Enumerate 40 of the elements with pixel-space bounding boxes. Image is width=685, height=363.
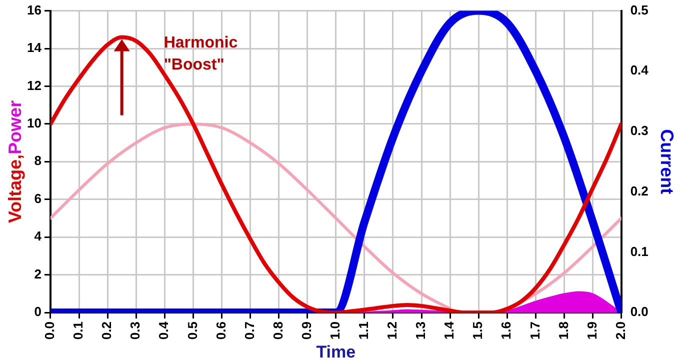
annotation: Harmonic "Boost" bbox=[164, 34, 238, 74]
x-tick-label: 1.7 bbox=[527, 322, 542, 340]
x-tick-label: 0.5 bbox=[184, 322, 200, 340]
y-tick-label: 12 bbox=[26, 78, 42, 93]
x-tick-label: 0.4 bbox=[156, 320, 172, 340]
x-axis-title: Time bbox=[316, 342, 356, 362]
x-tick-label: 0.2 bbox=[99, 322, 114, 340]
y2-axis-title: Current bbox=[657, 129, 678, 194]
y-tick-label: 8 bbox=[34, 153, 42, 168]
x-tick-label: 0.7 bbox=[242, 322, 257, 340]
y2-tick-label: 0.5 bbox=[630, 2, 648, 18]
x-tick-label: 1.8 bbox=[556, 322, 571, 340]
y-tick-label: 2 bbox=[34, 266, 42, 282]
x-tick-label: 0.3 bbox=[128, 322, 143, 340]
x-tick-label: 0.8 bbox=[270, 322, 286, 340]
x-tick-label: 1.1 bbox=[356, 322, 372, 340]
y2-tick-label: 0.2 bbox=[630, 183, 648, 198]
x-tick-label: 1.0 bbox=[327, 322, 342, 340]
x-tick-label: 0.6 bbox=[213, 322, 228, 340]
y2-tick-label: 0.4 bbox=[630, 62, 650, 78]
y2-tick-label: 0.0 bbox=[630, 304, 648, 320]
x-tick-label: 1.2 bbox=[384, 322, 400, 340]
x-tick-label: 1.5 bbox=[470, 322, 486, 340]
x-tick-label: 1.4 bbox=[442, 320, 457, 340]
y-tick-label: 14 bbox=[26, 40, 42, 56]
y-tick-label: 4 bbox=[34, 228, 42, 244]
y-tick-label: 0 bbox=[34, 304, 42, 320]
y2-tick-label: 0.1 bbox=[630, 244, 648, 259]
x-tick-label: 0.9 bbox=[298, 322, 314, 340]
y2-tick-label: 0.3 bbox=[630, 123, 648, 138]
x-tick-label: 1.3 bbox=[413, 322, 428, 340]
x-tick-label: 2.0 bbox=[612, 322, 628, 340]
y-tick-label: 10 bbox=[26, 116, 42, 131]
y-axis-title: Voltage,Power bbox=[4, 100, 25, 224]
x-tick-label: 0.1 bbox=[70, 322, 86, 340]
x-tick-label: 0.0 bbox=[42, 322, 58, 340]
y-tick-label: 6 bbox=[34, 190, 42, 206]
x-tick-label: 1.9 bbox=[584, 322, 600, 340]
x-tick-label: 1.6 bbox=[498, 322, 514, 340]
y-tick-label: 16 bbox=[26, 2, 42, 18]
